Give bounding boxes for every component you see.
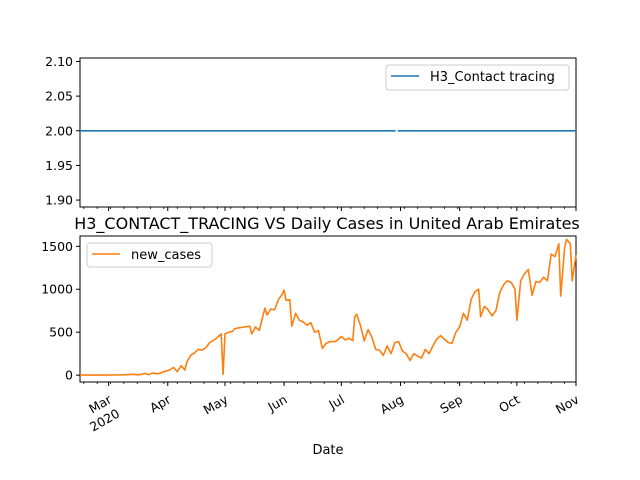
top-y-tick-label: 2.05 [45,89,73,104]
top-axes-frame [79,57,577,208]
bottom-y-tick-label: 1500 [41,239,73,254]
bottom-y-ticks: 0 500 1000 1500 [41,239,80,383]
bottom-y-tick-label: 1000 [41,282,73,297]
top-y-tick-label: 2.10 [45,54,73,69]
bottom-legend-box [86,242,213,268]
bottom-legend-label: new_cases [131,248,201,263]
top-subplot: 1.90 1.95 2.00 2.05 2.10 H3_Contact tracing [45,54,577,211]
x-tick-label: Jul [325,392,346,413]
bottom-y-tick-label: 500 [49,325,73,340]
top-legend: H3_Contact tracing [385,64,570,91]
top-y-tick-label: 2.00 [45,123,73,138]
bottom-subplot: H3_CONTACT_TRACING VS Daily Cases in Uni… [41,214,582,458]
new-cases-line [80,238,577,376]
top-y-ticks: 1.90 1.95 2.00 2.05 2.10 [45,54,80,208]
bottom-chart-title: H3_CONTACT_TRACING VS Daily Cases in Uni… [74,214,580,234]
x-axis-label: Date [312,443,343,458]
top-y-tick-label: 1.95 [45,158,73,173]
bottom-y-tick-label: 0 [65,368,73,383]
bottom-legend: new_cases [86,242,213,268]
top-x-ticks [83,207,577,211]
bottom-series [80,238,577,376]
top-legend-label: H3_Contact tracing [430,70,555,85]
top-y-tick-label: 1.90 [45,193,73,208]
top-legend-box [385,64,570,91]
bottom-axes-frame [79,235,577,383]
